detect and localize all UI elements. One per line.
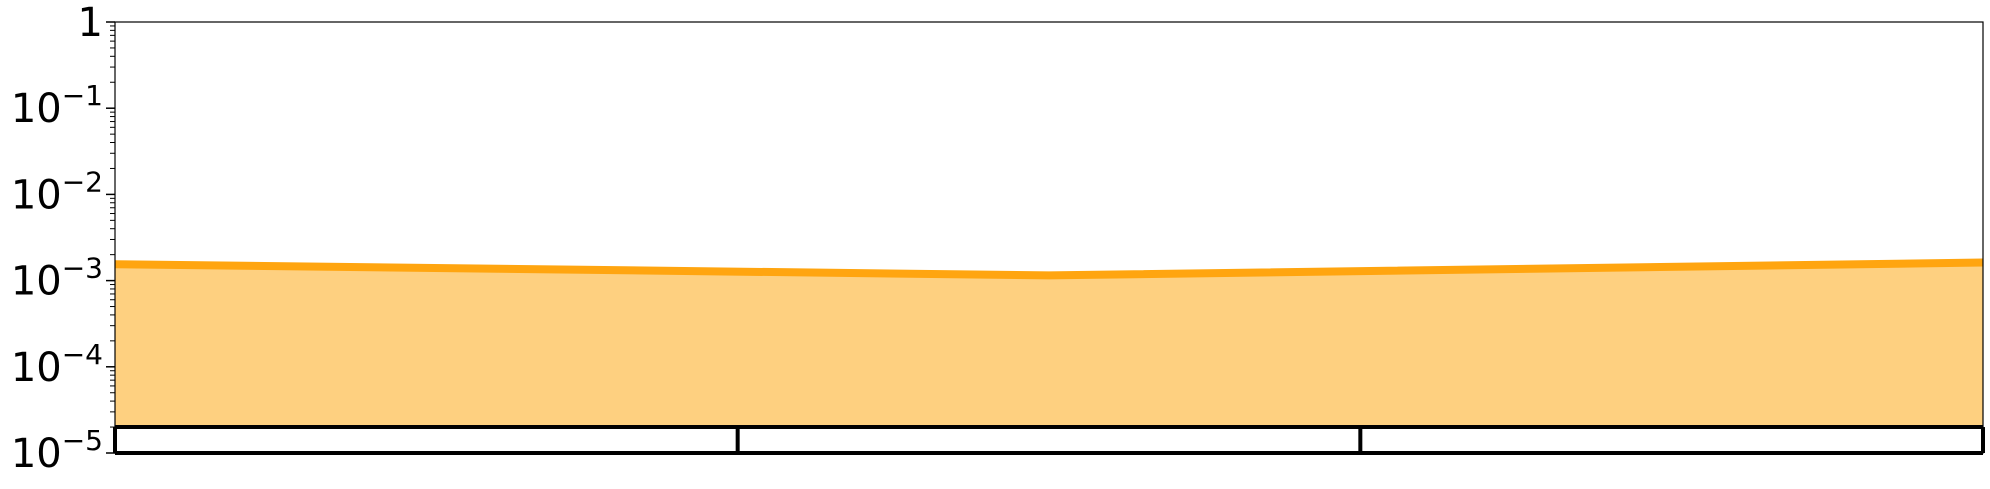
series-area-fill-0: [115, 262, 1983, 453]
y-tick-label-exponent: −3: [62, 252, 103, 285]
plot-layer: [113, 258, 1985, 455]
y-tick-labels: 110−110−210−310−410−5: [11, 0, 103, 477]
y-tick-label: 10−4: [11, 338, 103, 391]
y-tick-label-base: 10: [11, 172, 62, 218]
y-tick-label: 1: [78, 0, 103, 46]
y-tick-label: 10−5: [11, 424, 103, 477]
y-tick-label-exponent: −5: [62, 424, 103, 457]
y-tick-label-exponent: −1: [62, 79, 103, 112]
y-minor-ticks: [110, 25, 115, 428]
y-tick-label: 10−1: [11, 79, 103, 132]
y-tick-label-exponent: −2: [62, 165, 103, 198]
y-tick-label: 10−3: [11, 252, 103, 305]
y-tick-label-base: 1: [78, 0, 103, 46]
y-tick-label-base: 10: [11, 345, 62, 391]
y-major-ticks: [106, 21, 115, 454]
y-tick-label-base: 10: [11, 86, 62, 132]
segment-bar-background: [115, 427, 1983, 453]
y-tick-label-exponent: −4: [62, 338, 103, 371]
y-tick-label-base: 10: [11, 431, 62, 477]
y-tick-label-base: 10: [11, 259, 62, 305]
series-line-0: [114, 258, 1984, 280]
y-tick-label: 10−2: [11, 165, 103, 218]
plot-frame: [114, 21, 1984, 454]
